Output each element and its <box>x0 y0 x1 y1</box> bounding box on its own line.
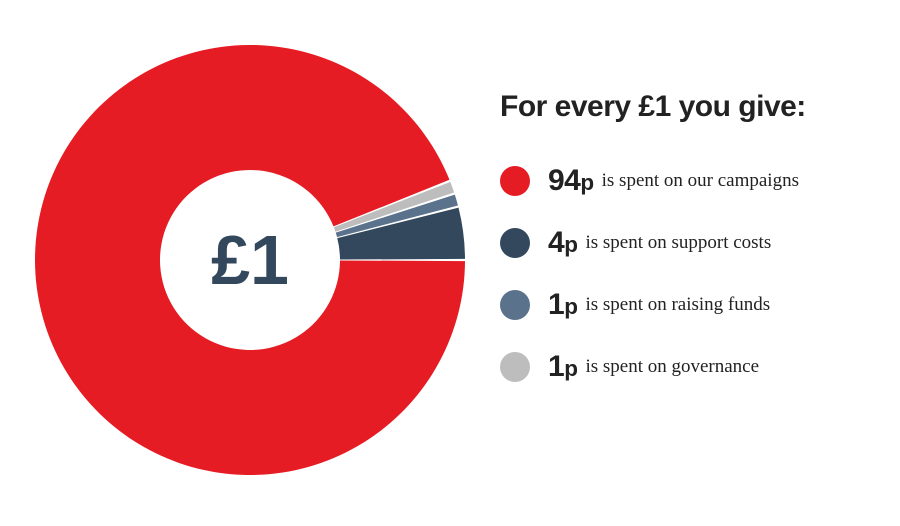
legend-swatch <box>500 290 530 320</box>
legend-swatch <box>500 352 530 382</box>
legend-swatch <box>500 228 530 258</box>
legend-amount: 4p <box>548 226 577 260</box>
legend-amount: 1p <box>548 350 577 384</box>
legend-item: 4p is spent on support costs <box>500 226 880 260</box>
legend-item: 94p is spent on our campaigns <box>500 164 880 198</box>
legend-desc: is spent on our campaigns <box>602 170 799 192</box>
legend-item: 1p is spent on governance <box>500 350 880 384</box>
legend-title: For every £1 you give: <box>500 90 880 124</box>
legend-desc: is spent on governance <box>585 356 759 378</box>
legend-swatch <box>500 166 530 196</box>
legend-rows: 94p is spent on our campaigns 4p is spent o… <box>500 164 880 384</box>
legend-item: 1p is spent on raising funds <box>500 288 880 322</box>
donut-center-label: £1 <box>211 220 289 300</box>
legend: For every £1 you give: 94p is spent on ou… <box>500 90 880 412</box>
donut-chart: £1 <box>30 40 470 480</box>
legend-amount: 1p <box>548 288 577 322</box>
legend-amount: 94p <box>548 164 594 198</box>
legend-desc: is spent on raising funds <box>585 294 770 316</box>
legend-desc: is spent on support costs <box>585 232 771 254</box>
